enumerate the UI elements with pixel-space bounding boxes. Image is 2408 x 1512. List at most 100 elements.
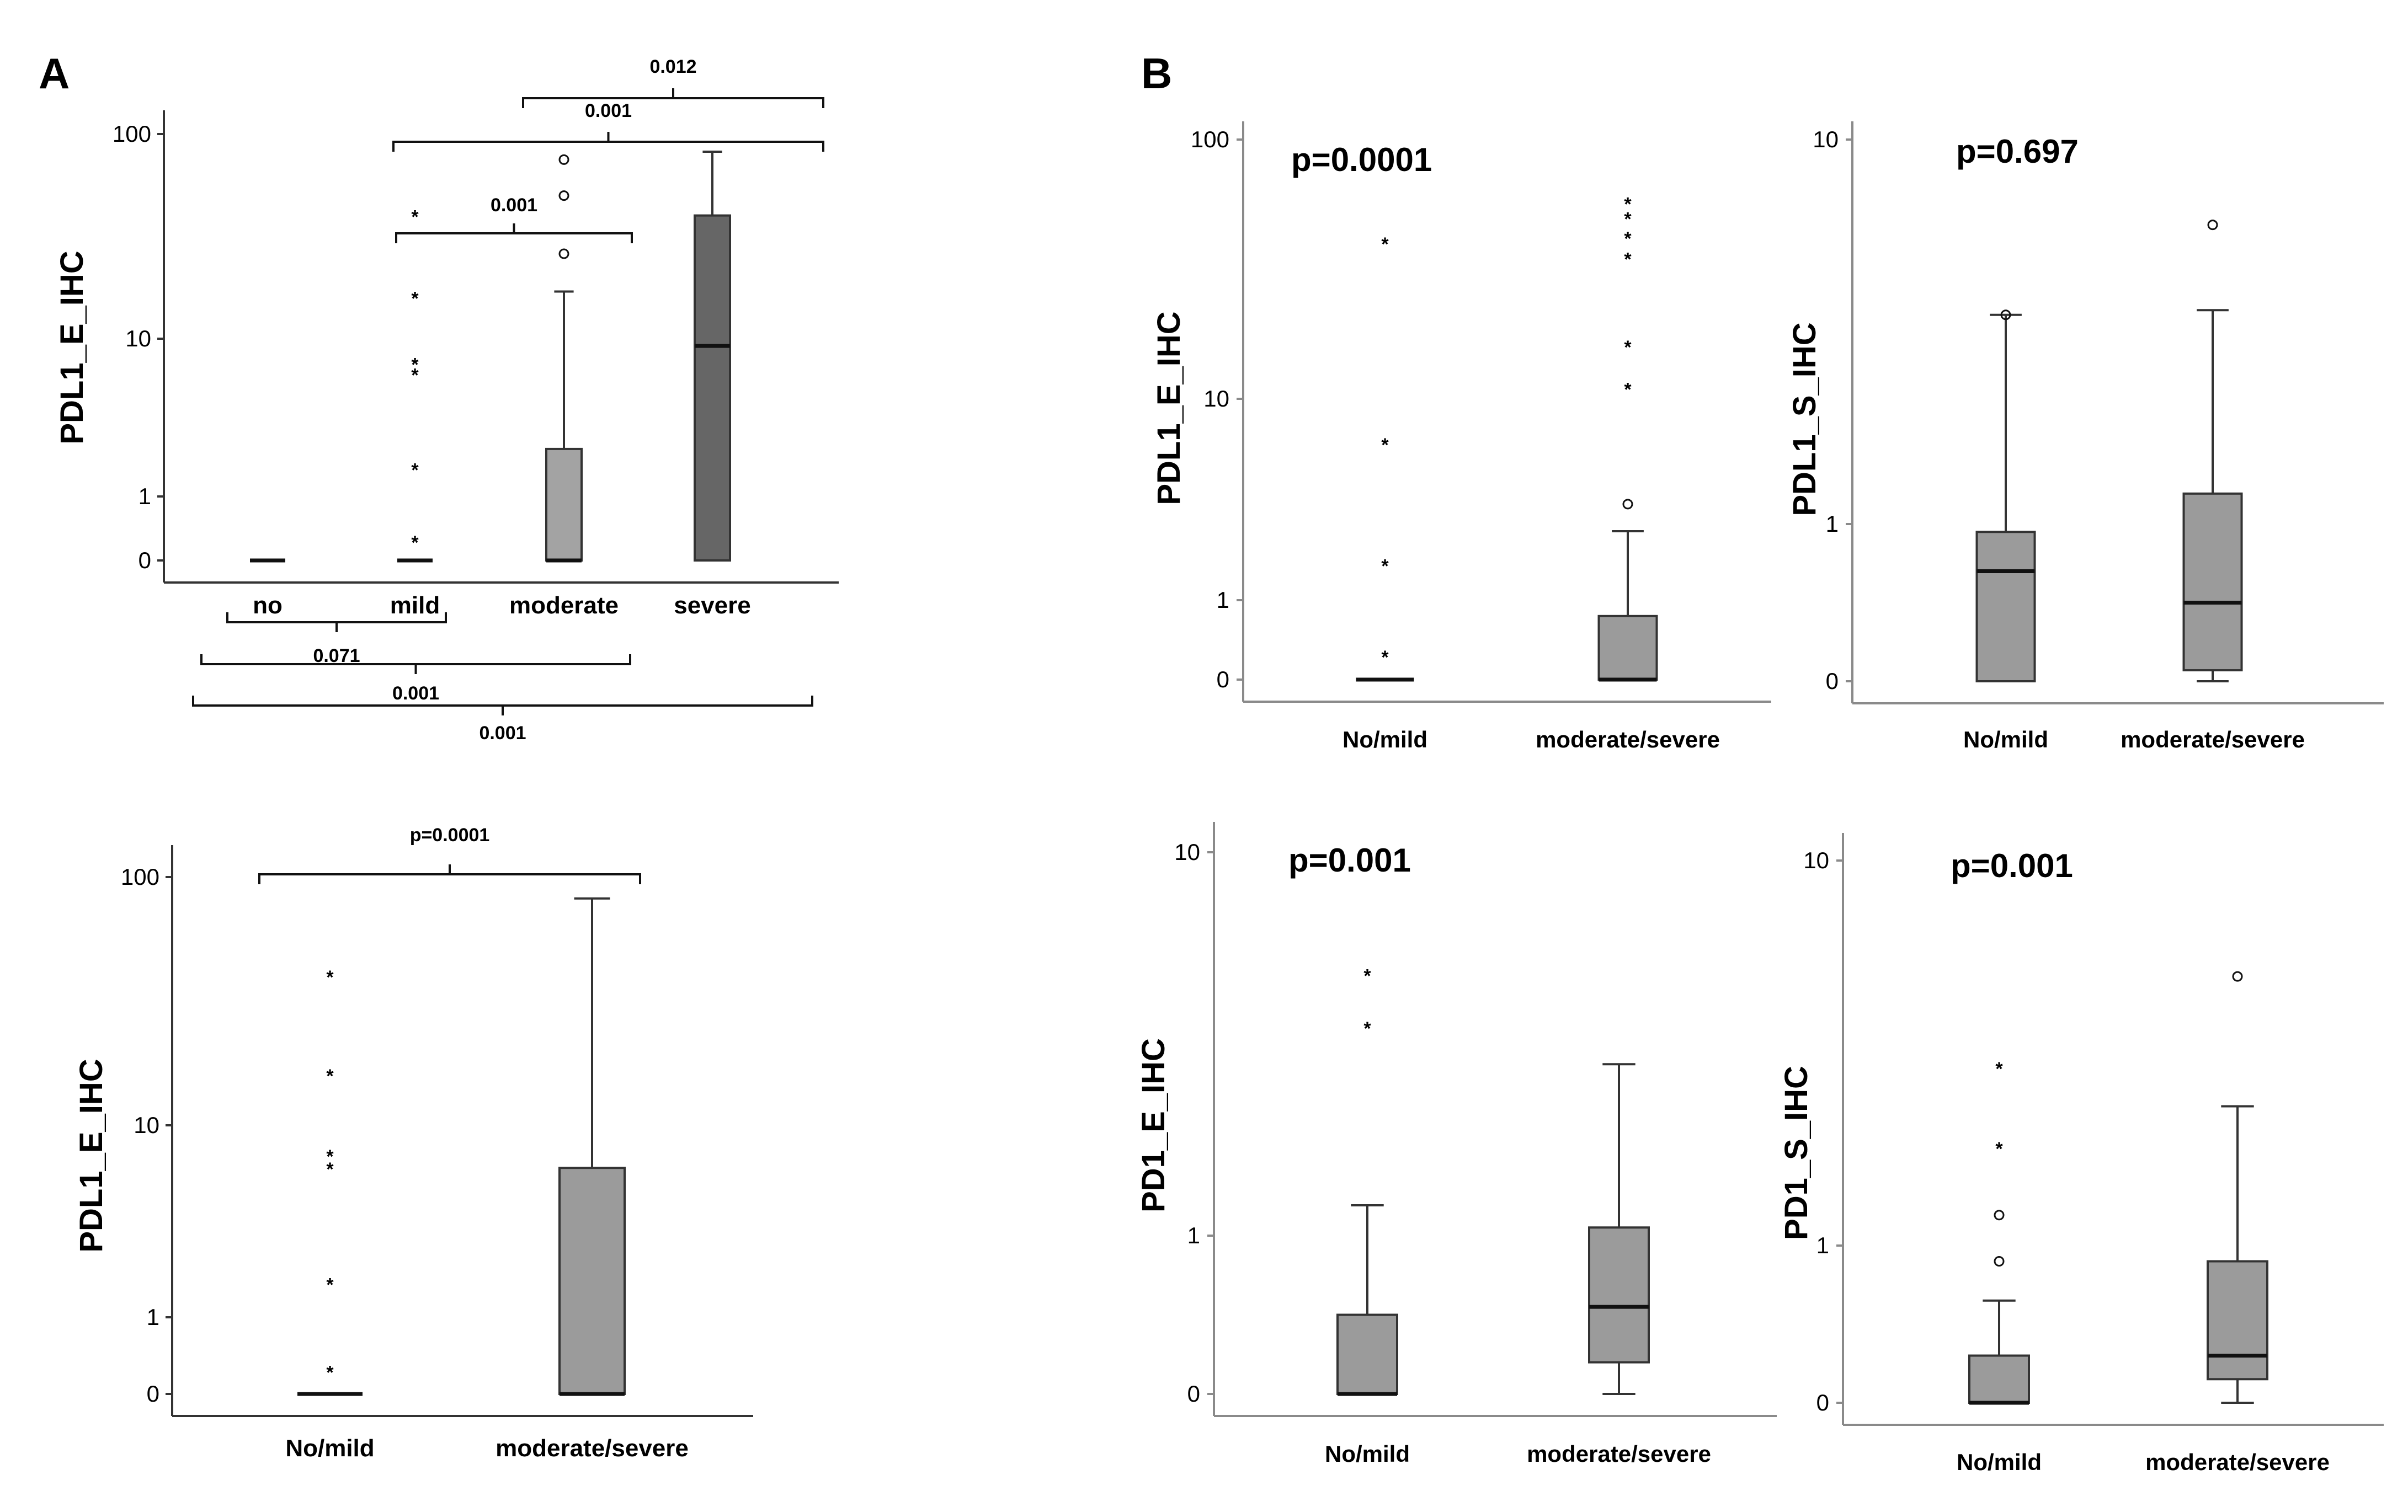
bracket-line: [258, 873, 641, 884]
p-value-annotation: p=0.697: [1956, 133, 2079, 170]
y-tick-label: 1: [138, 483, 151, 509]
box-iqr: [694, 214, 731, 562]
box-0: * * * *: [1356, 234, 1414, 682]
box-iqr: [1336, 1313, 1398, 1395]
bracket-p-value: 0.001: [392, 683, 439, 704]
outlier-star: *: [326, 1159, 334, 1180]
bracket-a2: p=0.0001: [258, 825, 641, 884]
category-label: no: [253, 592, 283, 619]
y-tick-label: 10: [1203, 386, 1229, 412]
outlier-star: *: [1381, 234, 1389, 255]
bracket-bottom-2: 0.001: [192, 696, 813, 744]
box-iqr: [2182, 492, 2243, 672]
y-tick-label: 0: [147, 1381, 159, 1407]
category-label: No/mild: [1963, 726, 2048, 752]
bracket-line: [395, 232, 633, 243]
y-tick-label: 10: [1803, 847, 1829, 873]
category-label: severe: [674, 592, 750, 619]
y-tick-label: 0: [138, 547, 151, 573]
box-2: [545, 154, 583, 563]
category-label: No/mild: [1342, 726, 1427, 752]
category-label: No/mild: [1957, 1449, 2042, 1475]
bracket-line: [200, 654, 631, 665]
y-tick-label: 1: [1187, 1222, 1200, 1248]
outlier-star: *: [1624, 337, 1632, 358]
outlier-star: *: [326, 1066, 334, 1087]
y-tick-label: 0: [1187, 1381, 1200, 1407]
outlier-star: *: [1624, 380, 1632, 400]
outlier-star: *: [1624, 209, 1632, 229]
y-tick-label: 0: [1826, 668, 1839, 694]
outlier-star: *: [411, 354, 419, 375]
y-axis-label: PDL1_E_IHC: [1151, 311, 1187, 505]
outlier-star: *: [1624, 249, 1632, 270]
outlier-circle: [2232, 971, 2243, 982]
panel-label-b: B: [1141, 49, 1172, 98]
y-tick-label: 1: [147, 1304, 159, 1330]
box-0: **: [1968, 1059, 2030, 1405]
bracket-bottom-0: 0.071: [226, 612, 447, 666]
bracket-p-value: 0.001: [479, 723, 526, 744]
outlier-star: *: [1995, 1059, 2003, 1080]
chart-b2: PDL1_S_IHC 0 1 10 No/mild moderate/severe p=0.…: [1787, 121, 2384, 752]
outlier-star: *: [326, 967, 334, 988]
p-value-annotation: p=0.001: [1951, 847, 2073, 884]
outlier-star: *: [1381, 556, 1389, 577]
bracket-p-value: 0.001: [491, 195, 537, 216]
box-iqr: [1968, 1354, 2030, 1404]
bracket-top-0: 0.001: [395, 195, 633, 243]
category-label: moderate/severe: [496, 1435, 689, 1462]
box-1: ******: [1597, 194, 1658, 682]
outlier-star: *: [411, 460, 419, 481]
p-value-annotation: p=0.001: [1288, 842, 1411, 879]
outlier-star: *: [411, 207, 419, 228]
box-iqr: [1588, 1226, 1650, 1364]
bracket-line: [522, 97, 824, 108]
y-tick-label: 100: [121, 864, 159, 890]
box-1: [1588, 1063, 1650, 1395]
panel-label-a: A: [39, 49, 70, 98]
p-value-annotation: p=0.0001: [1291, 141, 1432, 178]
outlier-star: *: [326, 1146, 334, 1167]
outlier-star: *: [411, 365, 419, 386]
outlier-star: *: [411, 532, 419, 553]
y-tick-label: 1: [1816, 1232, 1829, 1258]
y-tick-label: 1: [1217, 587, 1229, 613]
outlier-star: *: [1624, 194, 1632, 215]
category-label: mild: [390, 592, 440, 619]
category-label: No/mild: [1325, 1441, 1410, 1467]
outlier-star: *: [411, 288, 419, 309]
y-axis-label: PDL1_E_IHC: [73, 1059, 109, 1252]
box-1: [2182, 220, 2243, 682]
box-iqr: [2207, 1260, 2268, 1381]
y-tick-label: 10: [134, 1112, 159, 1138]
bracket-line: [192, 696, 813, 707]
box-iqr: [558, 1167, 626, 1395]
y-tick-label: 0: [1816, 1390, 1829, 1415]
box-iqr: [1597, 615, 1658, 681]
bracket-p-value: 0.001: [585, 100, 632, 121]
outlier-star: *: [326, 1362, 334, 1383]
bracket-p-value: 0.071: [313, 645, 360, 666]
box-0: ******: [297, 967, 363, 1396]
outlier-circle: [1994, 1210, 2005, 1221]
bracket-p-value: 0.012: [649, 56, 696, 77]
y-tick-label: 100: [113, 121, 151, 147]
outlier-star: *: [1995, 1139, 2003, 1160]
outlier-circle: [558, 154, 569, 165]
box-0: **: [1336, 966, 1398, 1396]
bracket-top-1: 0.001: [392, 100, 824, 152]
y-tick-label: 1: [1826, 511, 1839, 537]
outlier-star: *: [1363, 966, 1371, 987]
bracket-line: [392, 141, 824, 152]
category-label: moderate/severe: [1527, 1441, 1711, 1467]
outlier-circle: [558, 248, 569, 259]
box-3: [694, 150, 731, 562]
bracket-top-2: 0.012: [522, 56, 824, 108]
y-tick-label: 100: [1191, 126, 1229, 152]
y-axis-label: PDL1_E_IHC: [54, 250, 90, 444]
